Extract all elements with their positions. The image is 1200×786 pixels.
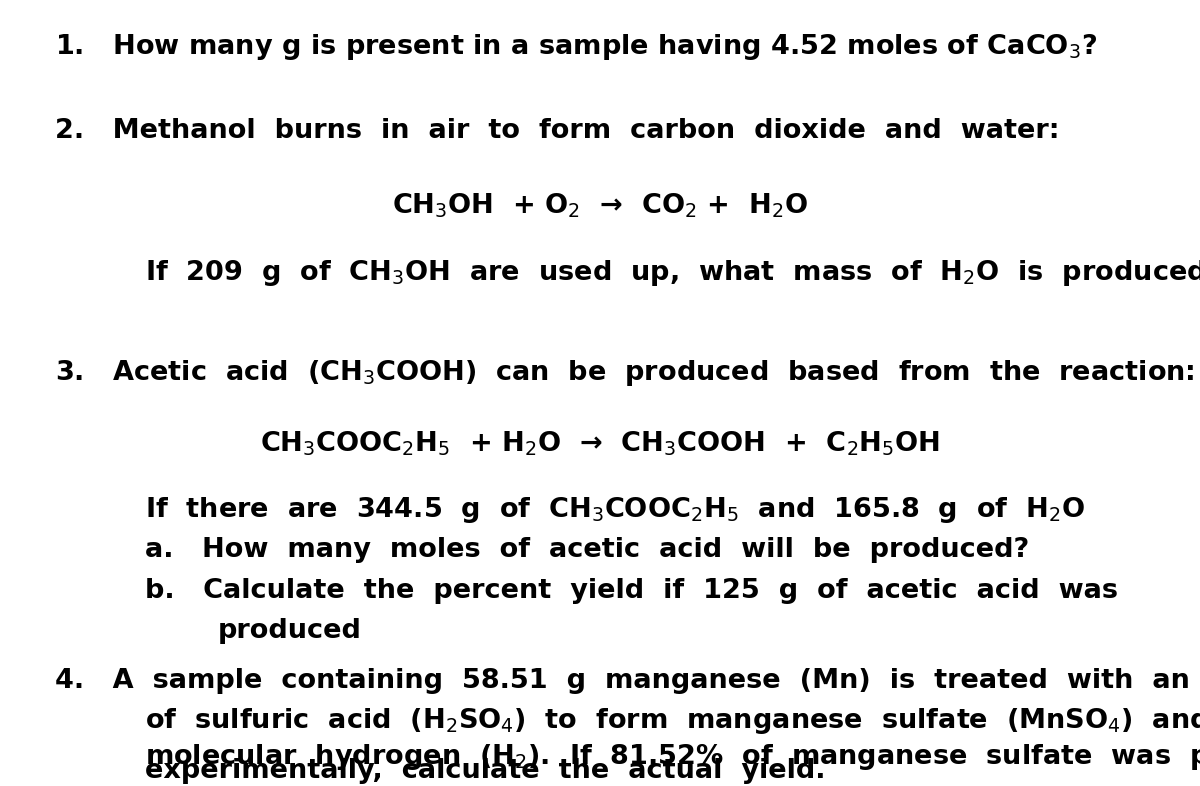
Text: CH$_3$OH  + O$_2$  →  CO$_2$ +  H$_2$O: CH$_3$OH + O$_2$ → CO$_2$ + H$_2$O bbox=[392, 192, 808, 221]
Text: b.   Calculate  the  percent  yield  if  125  g  of  acetic  acid  was: b. Calculate the percent yield if 125 g … bbox=[145, 578, 1118, 604]
Text: of  sulfuric  acid  (H$_2$SO$_4$)  to  form  manganese  sulfate  (MnSO$_4$)  and: of sulfuric acid (H$_2$SO$_4$) to form m… bbox=[145, 706, 1200, 736]
Text: molecular  hydrogen  (H$_2$).  If  81.52%  of  manganese  sulfate  was  produced: molecular hydrogen (H$_2$). If 81.52% of… bbox=[145, 742, 1200, 772]
Text: If  there  are  344.5  g  of  CH$_3$COOC$_2$H$_5$  and  165.8  g  of  H$_2$O: If there are 344.5 g of CH$_3$COOC$_2$H$… bbox=[145, 495, 1085, 525]
Text: experimentally,  calculate  the  actual  yield.: experimentally, calculate the actual yie… bbox=[145, 758, 826, 784]
Text: a.   How  many  moles  of  acetic  acid  will  be  produced?: a. How many moles of acetic acid will be… bbox=[145, 537, 1030, 563]
Text: If  209  g  of  CH$_3$OH  are  used  up,  what  mass  of  H$_2$O  is  produced?: If 209 g of CH$_3$OH are used up, what m… bbox=[145, 258, 1200, 288]
Text: 3.   Acetic  acid  (CH$_3$COOH)  can  be  produced  based  from  the  reaction:: 3. Acetic acid (CH$_3$COOH) can be produ… bbox=[55, 358, 1195, 388]
Text: produced: produced bbox=[218, 618, 362, 644]
Text: 1.   How many g is present in a sample having 4.52 moles of CaCO$_3$?: 1. How many g is present in a sample hav… bbox=[55, 32, 1097, 62]
Text: CH$_3$COOC$_2$H$_5$  + H$_2$O  →  CH$_3$COOH  +  C$_2$H$_5$OH: CH$_3$COOC$_2$H$_5$ + H$_2$O → CH$_3$COO… bbox=[260, 430, 940, 458]
Text: 4.   A  sample  containing  58.51  g  manganese  (Mn)  is  treated  with  an  ex: 4. A sample containing 58.51 g manganese… bbox=[55, 668, 1200, 694]
Text: 2.   Methanol  burns  in  air  to  form  carbon  dioxide  and  water:: 2. Methanol burns in air to form carbon … bbox=[55, 118, 1060, 144]
